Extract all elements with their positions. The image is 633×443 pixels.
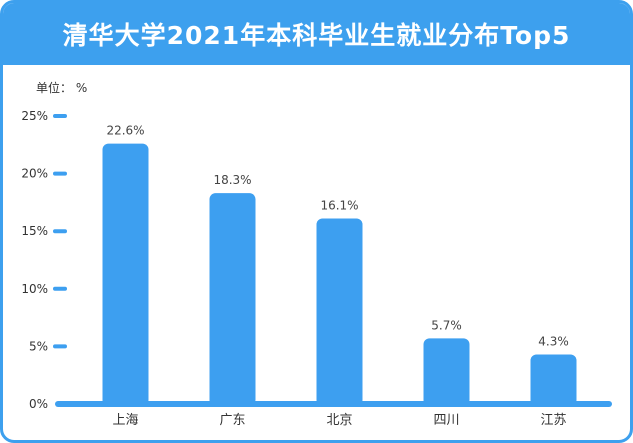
category-label: 上海 bbox=[112, 413, 138, 428]
y-tick-mark bbox=[53, 171, 67, 176]
bar bbox=[102, 143, 149, 406]
chart-title: 清华大学2021年本科毕业生就业分布Top5 bbox=[62, 21, 571, 50]
bar bbox=[530, 354, 577, 406]
y-tick-label: 5% bbox=[29, 339, 48, 353]
bars bbox=[102, 143, 577, 406]
y-tick-label: 15% bbox=[21, 224, 48, 238]
bar-value-label: 4.3% bbox=[538, 334, 569, 348]
category-label: 广东 bbox=[219, 413, 245, 428]
category-label: 江苏 bbox=[540, 412, 566, 428]
bar bbox=[423, 338, 470, 406]
bar-value-label: 22.6% bbox=[106, 124, 144, 138]
y-tick-mark bbox=[53, 286, 67, 291]
y-axis: 0% 5% 10% 15% 20% 25% bbox=[21, 109, 67, 411]
data-labels: 22.6% 18.3% 16.1% 5.7% 4.3% bbox=[106, 124, 568, 349]
category-label: 北京 bbox=[326, 413, 352, 428]
bar bbox=[316, 218, 363, 406]
y-tick-label: 25% bbox=[21, 109, 48, 123]
x-axis: 上海 广东 北京 四川 江苏 bbox=[112, 412, 566, 428]
bar bbox=[209, 193, 256, 406]
unit-label: 单位： % bbox=[36, 80, 87, 95]
bar-value-label: 18.3% bbox=[213, 173, 251, 187]
y-tick-mark bbox=[53, 229, 67, 234]
y-tick-mark bbox=[53, 344, 67, 349]
category-label: 四川 bbox=[433, 413, 459, 428]
y-tick-label: 20% bbox=[21, 167, 48, 181]
y-tick-mark bbox=[53, 114, 67, 118]
y-tick-label: 0% bbox=[29, 397, 48, 411]
y-tick-label: 10% bbox=[21, 282, 48, 296]
bar-value-label: 16.1% bbox=[320, 199, 358, 213]
bar-value-label: 5.7% bbox=[431, 318, 462, 332]
title-bar: 清华大学2021年本科毕业生就业分布Top5 bbox=[3, 3, 630, 65]
